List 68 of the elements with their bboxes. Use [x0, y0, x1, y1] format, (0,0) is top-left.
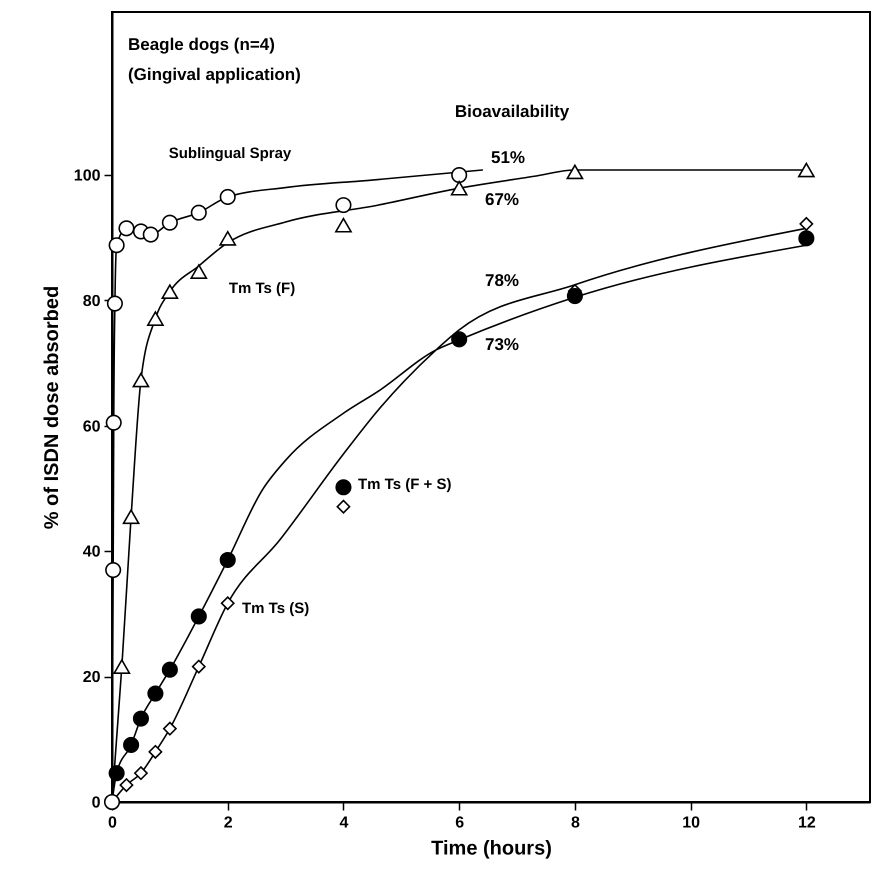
- point: [451, 166, 468, 184]
- point: [134, 766, 148, 780]
- point: [335, 479, 352, 496]
- x-tick-label: 0: [108, 814, 118, 832]
- x-axis-title: Time (hours): [431, 838, 552, 860]
- y-axis-title: % of ISDN dose absorbed: [40, 286, 63, 530]
- point: [450, 180, 468, 196]
- annotation: 67%: [484, 190, 520, 209]
- x-tick-label: 4: [339, 814, 348, 832]
- series-label: Tm Ts (F + S): [358, 476, 452, 493]
- annotation: Bioavailability: [454, 102, 570, 121]
- point: [220, 552, 236, 568]
- point: [123, 736, 140, 753]
- y-tick-label: 20: [82, 669, 101, 686]
- point: [132, 710, 149, 727]
- point: [108, 765, 125, 782]
- point: [122, 509, 140, 524]
- point: [219, 230, 236, 246]
- point: [120, 778, 134, 792]
- point: [335, 197, 352, 214]
- y-tick-label: 0: [92, 794, 101, 812]
- x-tick-label: 8: [570, 814, 580, 832]
- y-tick-label: 40: [82, 544, 101, 561]
- point: [104, 794, 120, 810]
- annotation: 51%: [490, 148, 526, 167]
- point: [190, 264, 208, 279]
- point: [190, 204, 207, 221]
- y-tick-label: 100: [74, 168, 101, 185]
- x-tick-label: 12: [798, 814, 816, 832]
- annotation: 78%: [484, 271, 520, 290]
- series-label: Tm Ts (F): [228, 280, 296, 297]
- point: [147, 686, 164, 702]
- point: [162, 662, 178, 678]
- point: [162, 722, 177, 736]
- x-tick-label: 10: [682, 814, 700, 832]
- x-tick-label: 6: [455, 814, 464, 832]
- point: [336, 500, 350, 514]
- y-tick-label: 60: [82, 418, 101, 436]
- point: [118, 220, 135, 236]
- point: [106, 414, 122, 431]
- point: [798, 230, 814, 246]
- point: [147, 311, 164, 326]
- annotation: 73%: [484, 335, 520, 354]
- point: [566, 288, 583, 304]
- point: [105, 562, 122, 578]
- point: [192, 660, 206, 674]
- point: [220, 188, 236, 205]
- x-tick-label: 2: [224, 814, 233, 832]
- point: [108, 237, 125, 254]
- y-tick-label: 80: [82, 292, 101, 310]
- annotation: Beagle dogs (n=4): [128, 35, 275, 54]
- text: Sublingual Spray: [168, 145, 292, 162]
- point: [190, 608, 207, 624]
- point: [335, 218, 352, 233]
- point: [162, 214, 178, 231]
- point: [220, 596, 235, 610]
- point: [451, 331, 468, 348]
- point: [566, 164, 584, 180]
- point: [142, 226, 159, 243]
- point: [798, 162, 815, 178]
- annotation: (Gingival application): [128, 65, 301, 84]
- series-label: Tm Ts (S): [242, 600, 310, 617]
- point: [113, 659, 130, 674]
- point: [799, 216, 814, 231]
- point: [106, 296, 123, 312]
- point: [132, 372, 150, 388]
- point: [161, 284, 178, 299]
- point: [148, 744, 162, 759]
